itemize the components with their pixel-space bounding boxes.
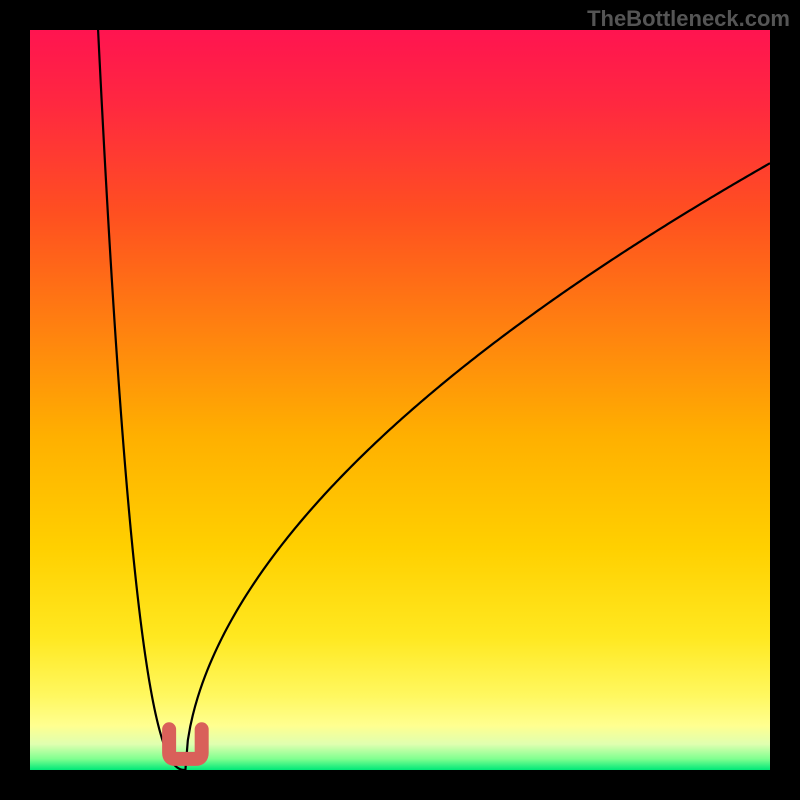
watermark-text: TheBottleneck.com <box>587 6 790 32</box>
chart-background <box>30 30 770 770</box>
bottleneck-chart <box>0 0 800 800</box>
